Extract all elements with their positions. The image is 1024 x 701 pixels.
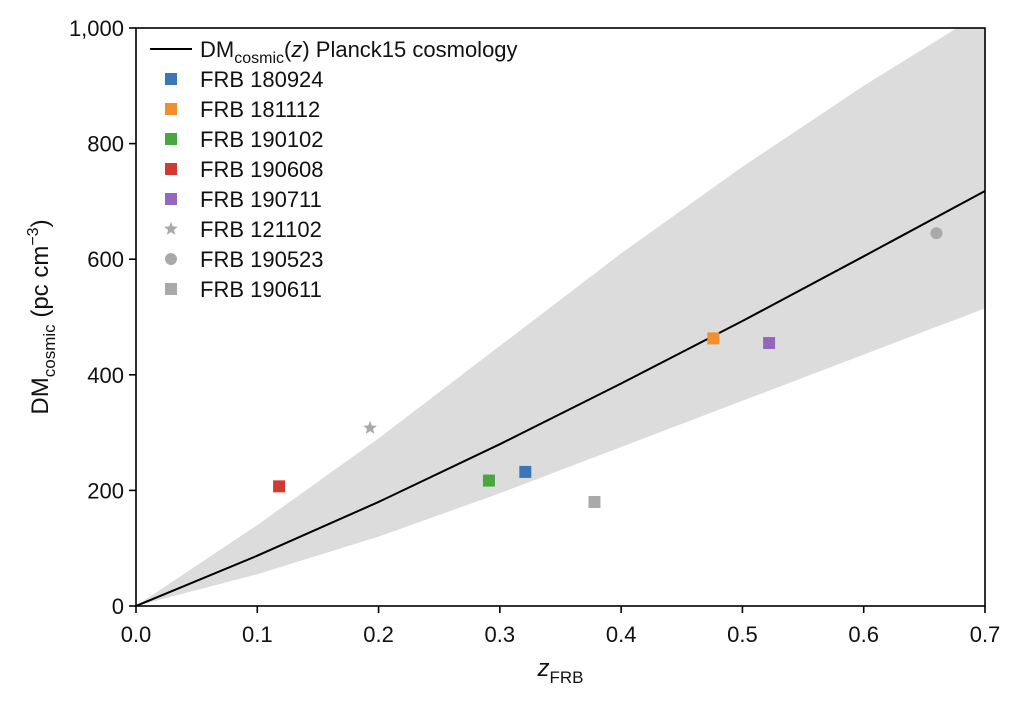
- model-line: [136, 190, 985, 606]
- y-tick-label: 600: [87, 247, 124, 272]
- model-line-layer: [136, 190, 985, 606]
- x-tick-label: 0.5: [727, 622, 758, 647]
- data-point-frb-190611: [588, 495, 601, 508]
- y-tick-label: 400: [87, 363, 124, 388]
- legend-swatch-frb-121102: [164, 221, 178, 235]
- data-point-frb-190711: [763, 337, 776, 350]
- data-point-frb-190608: [273, 480, 286, 493]
- y-tick-label: 0: [112, 594, 124, 619]
- x-tick-label: 0.1: [242, 622, 273, 647]
- data-points-layer: [273, 227, 943, 508]
- data-point-frb-181112: [707, 332, 720, 345]
- legend-label: FRB 190608: [200, 157, 324, 182]
- y-tick-label: 200: [87, 478, 124, 503]
- uncertainty-band: [136, 28, 985, 606]
- data-point-frb-190102: [482, 474, 495, 487]
- legend-swatch-frb-181112: [165, 103, 177, 115]
- legend-swatch-frb-190608: [165, 163, 177, 175]
- y-tick-label: 1,000: [69, 16, 124, 41]
- x-axis-title: zFRB: [537, 655, 584, 687]
- y-tick-label: 800: [87, 132, 124, 157]
- x-tick-label: 0.3: [485, 622, 516, 647]
- data-point-frb-180924: [519, 465, 532, 478]
- axes-layer: 0.0 0.1 0.2 0.3 0.4 0.5 0.6 0.7 0 200 400 600 800 1,0…: [25, 16, 1000, 687]
- x-tick-label: 0.2: [363, 622, 394, 647]
- legend-label: FRB 180924: [200, 67, 324, 92]
- x-tick-label: 0.4: [606, 622, 637, 647]
- x-tick-label: 0.0: [121, 622, 152, 647]
- legend-label: FRB 190711: [200, 187, 322, 212]
- x-tick-label: 0.7: [970, 622, 1001, 647]
- y-axis-title: DMcosmic (pc cm−3): [25, 219, 59, 414]
- legend-swatch-frb-190523: [165, 253, 177, 265]
- data-point-frb-121102: [363, 420, 377, 434]
- legend-swatch-frb-180924: [165, 73, 177, 85]
- x-tick-label: 0.6: [848, 622, 879, 647]
- legend-swatch-frb-190611: [165, 283, 177, 295]
- legend-label: FRB 190102: [200, 127, 324, 152]
- legend-swatch-frb-190102: [165, 133, 177, 145]
- legend-label: FRB 190523: [200, 247, 324, 272]
- legend-label: FRB 181112: [200, 97, 320, 122]
- plot-frame: [135, 27, 986, 607]
- legend-label-model: DMcosmic(z) Planck15 cosmology: [200, 37, 518, 67]
- legend-swatch-frb-190711: [165, 193, 177, 205]
- data-point-frb-190523: [930, 227, 943, 240]
- legend-label: FRB 190611: [200, 277, 322, 302]
- legend-label: FRB 121102: [200, 217, 322, 242]
- uncertainty-band-layer: [136, 28, 985, 606]
